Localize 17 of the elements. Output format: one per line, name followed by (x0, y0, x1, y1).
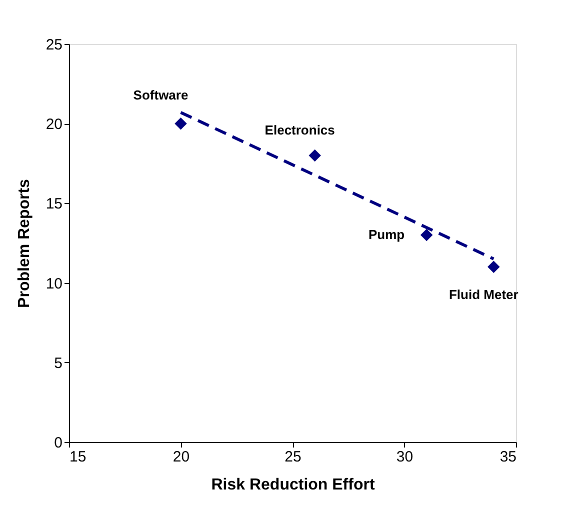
x-tick-label: 20 (172, 448, 190, 466)
x-tick-label: 25 (284, 448, 302, 466)
x-tick-label: 30 (396, 448, 414, 466)
y-axis-title: Problem Reports (16, 178, 33, 308)
x-axis-title: Risk Reduction Effort (211, 476, 376, 494)
y-tick-label: 10 (46, 275, 62, 292)
y-tick-label: 0 (54, 434, 62, 452)
y-tick-label: 15 (46, 196, 62, 213)
x-tick-label: 15 (70, 448, 86, 466)
x-tick-label: 35 (500, 448, 516, 466)
y-tick-label: 20 (46, 116, 62, 134)
y-tick-label: 25 (46, 36, 62, 54)
annotation: Pump (368, 227, 405, 242)
annotation: Fluid Meter (448, 286, 518, 302)
annotation: Software (133, 88, 188, 103)
annotation: Electronics (264, 122, 335, 138)
y-tick-label: 5 (54, 354, 62, 372)
